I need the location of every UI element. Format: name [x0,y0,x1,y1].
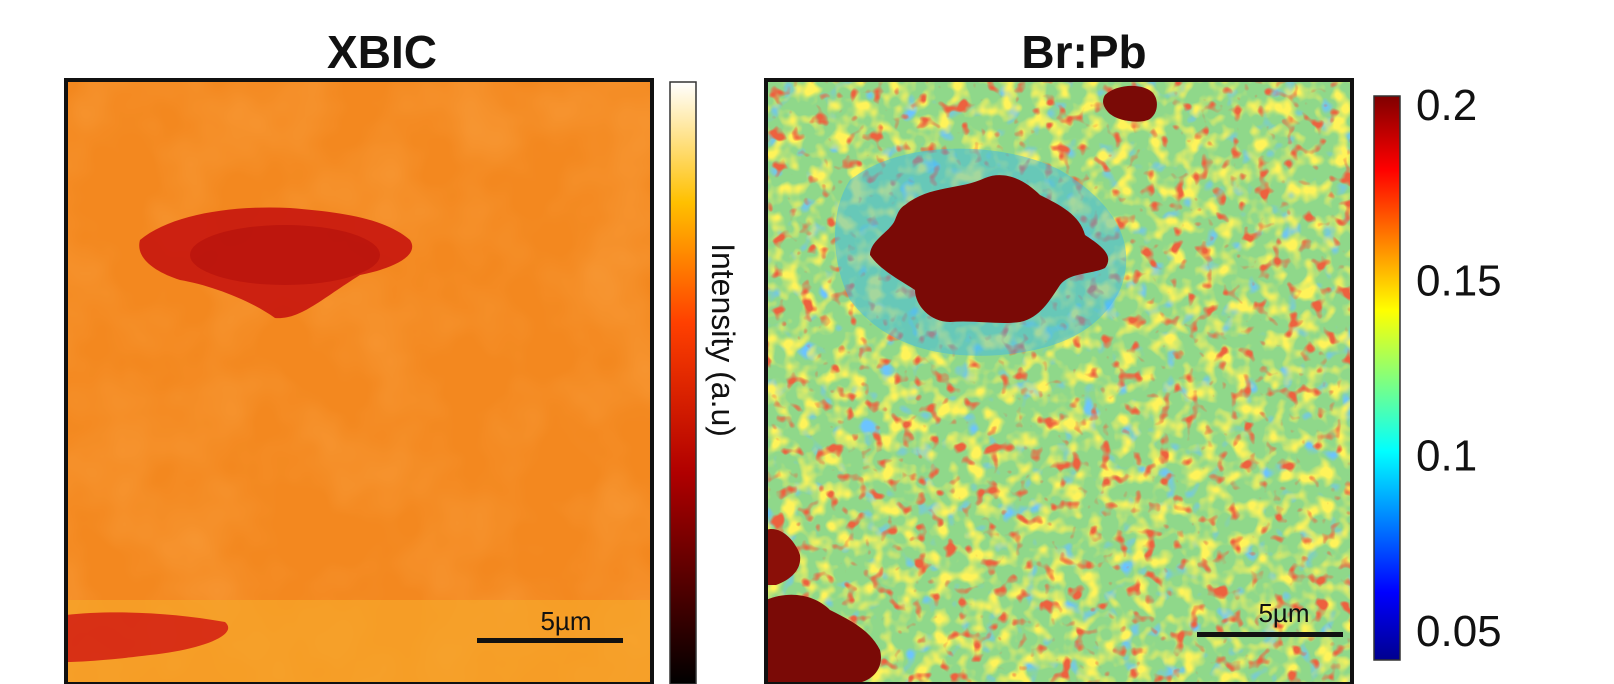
brpb-heatmap-red-texture [766,80,1352,684]
xbic-frame [64,78,654,684]
xbic-heatmap: 5µm [66,80,652,684]
brpb-high-cluster-top [1103,85,1157,122]
brpb-high-cluster-bottom [766,594,881,684]
brpb-high-cluster-left [766,529,801,585]
xbic-dark-core [190,225,380,285]
xbic-dark-bottom [66,612,229,662]
brpb-colorbar-tick-label: 0.2 [1416,81,1477,130]
xbic-scale-label: 5µm [540,606,591,636]
brpb-scale-label: 5µm [1258,598,1309,628]
brpb-title: Br:Pb [1021,26,1146,78]
brpb-frame [764,78,1354,684]
xbic-heatmap-texture [66,80,652,684]
xbic-scale-bar [477,638,623,643]
xbic-colorbar [669,81,697,684]
brpb-scale-bar [1197,632,1343,637]
brpb-heatmap: 5µm [766,80,1352,684]
brpb-colorbar-ticks: 0.2 0.15 0.1 0.05 [1416,81,1502,656]
xbic-title: XBIC [327,26,437,78]
xbic-colorbar-label: Intensity (a.u) [705,243,741,437]
brpb-colorbar [1373,95,1401,661]
brpb-colorbar-tick-label: 0.05 [1416,607,1502,656]
brpb-high-cluster-center [870,175,1109,323]
brpb-colorbar-tick-label: 0.1 [1416,432,1477,481]
brpb-colorbar-tick-label: 0.15 [1416,256,1502,305]
